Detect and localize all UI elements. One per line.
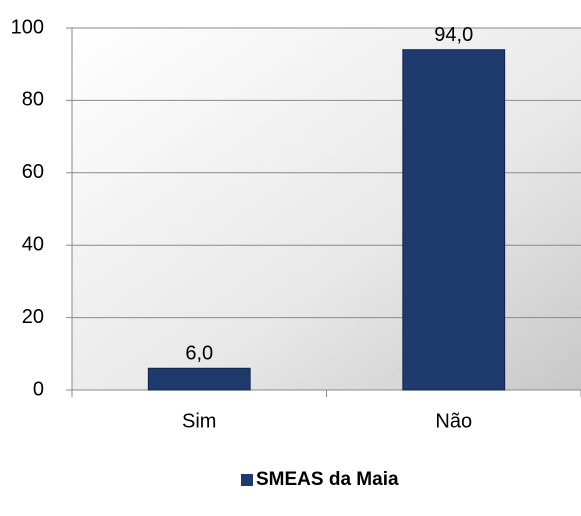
legend-text: SMEAS da Maia: [256, 469, 399, 490]
legend-swatch: [241, 474, 253, 486]
bar: [147, 367, 251, 391]
y-tick-label: 20: [22, 306, 44, 328]
value-label: 94,0: [434, 24, 473, 46]
y-tick-label: 40: [22, 233, 44, 255]
y-tick-label: 0: [33, 378, 44, 400]
x-tick-label: Sim: [182, 410, 216, 432]
x-tick-label: Não: [435, 410, 472, 432]
y-tick-label: 80: [22, 89, 44, 111]
value-label: 6,0: [185, 343, 213, 365]
y-tick-label: 100: [11, 16, 44, 38]
y-tick-label: 60: [22, 161, 44, 183]
bar: [402, 49, 506, 391]
